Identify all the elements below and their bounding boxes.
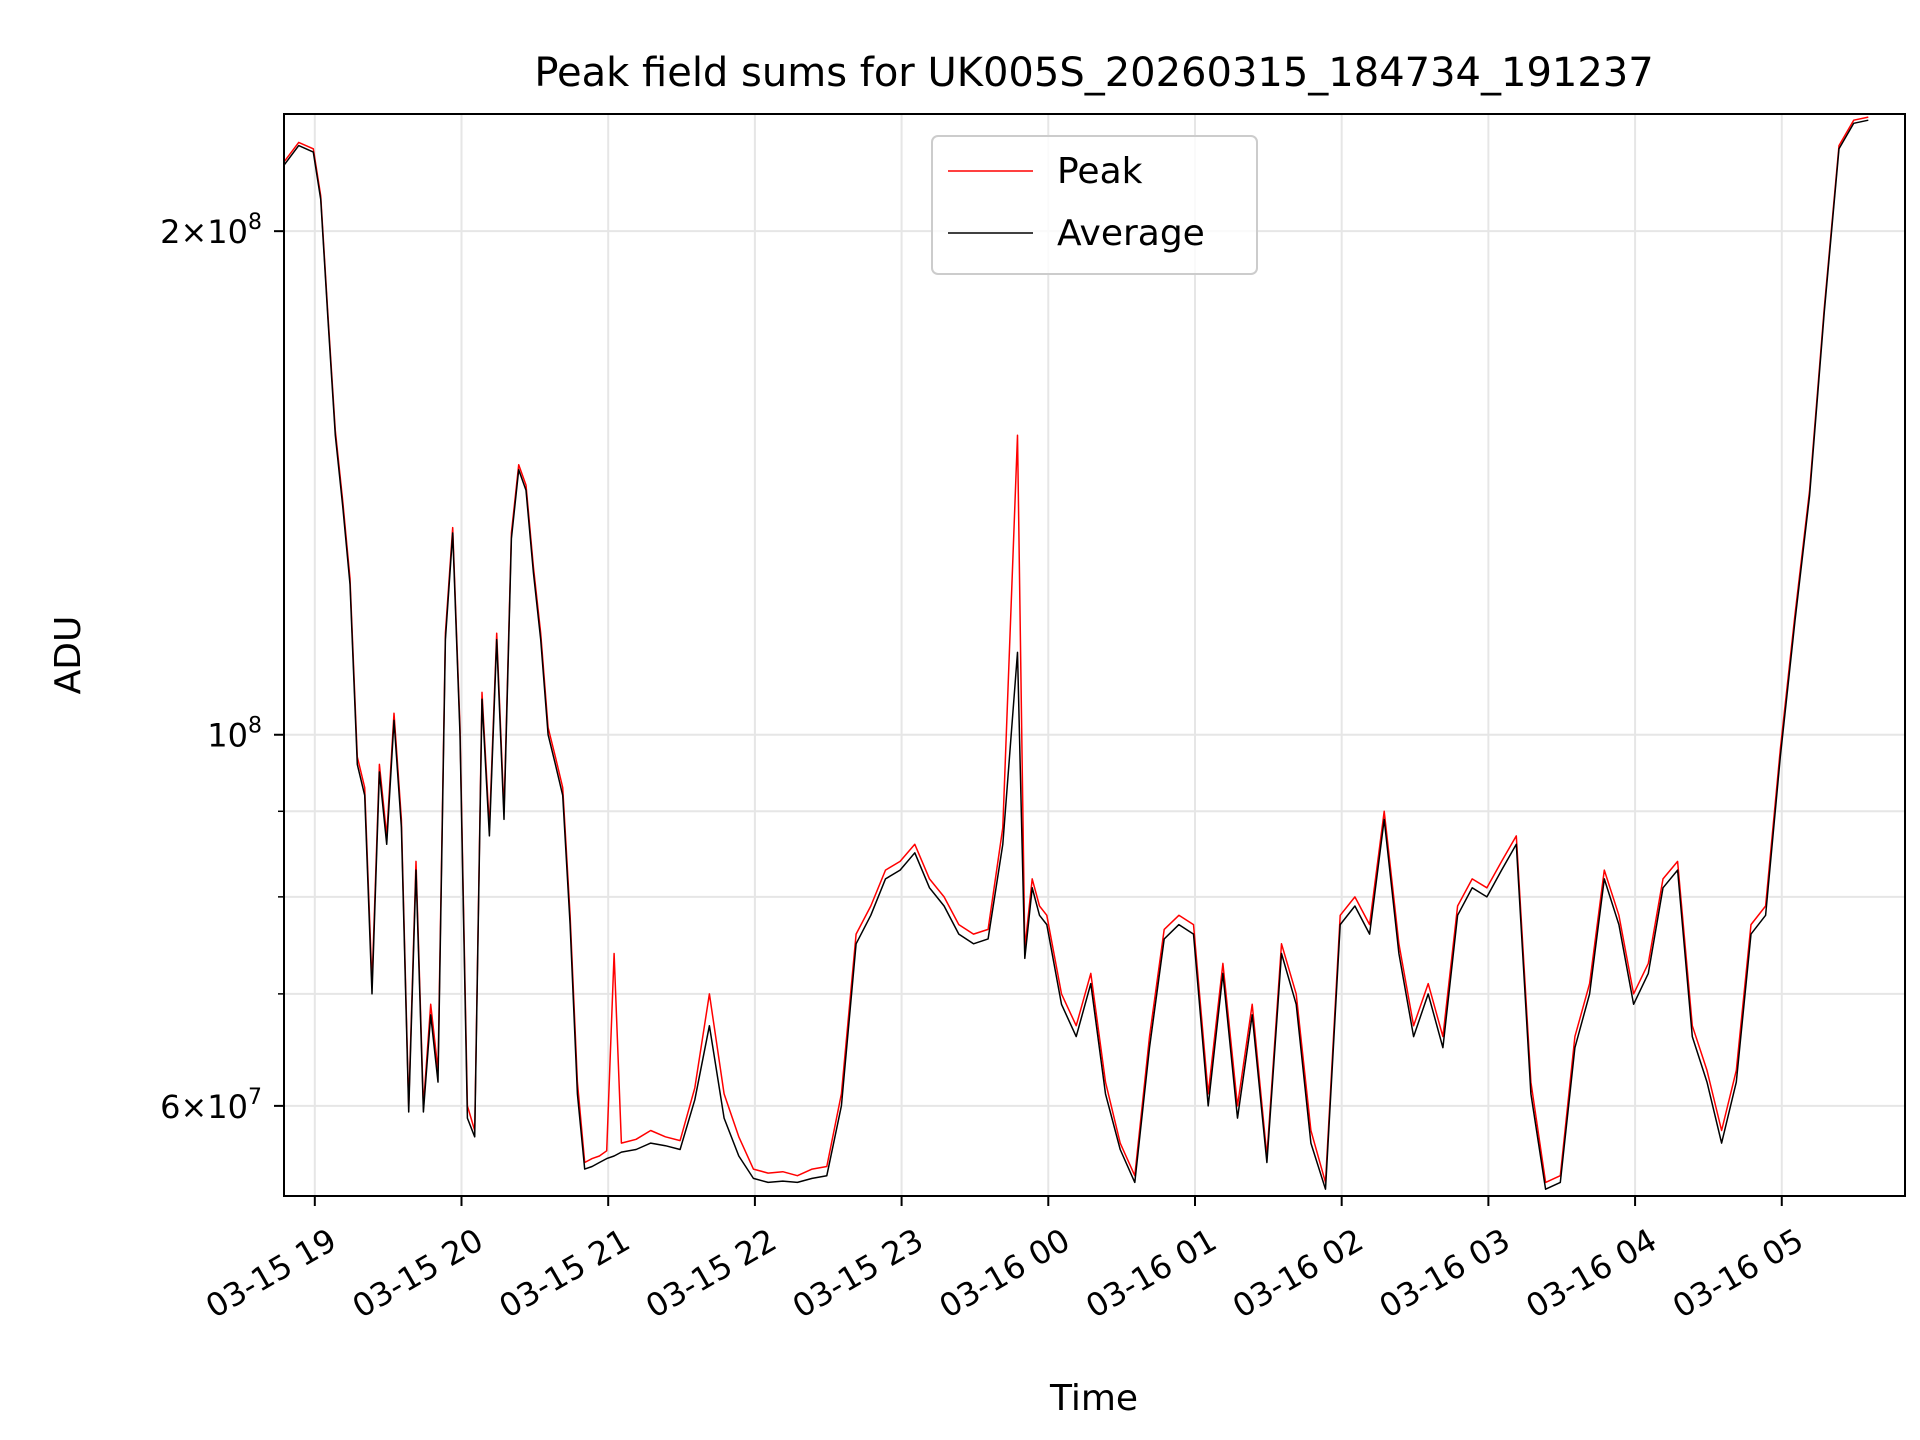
series-line-average	[283, 119, 1869, 1190]
y-tick-label-exponent: 7	[248, 1085, 262, 1110]
chart-title: Peak field sums for UK005S_20260315_1847…	[534, 50, 1653, 96]
y-tick-label: 108	[207, 714, 262, 755]
y-tick-label-exponent: 8	[248, 714, 262, 739]
y-tick-label: 6×107	[160, 1085, 262, 1126]
y-tick-label: 2×108	[160, 210, 262, 251]
axes-frame	[283, 113, 1906, 1197]
legend-label-average: Average	[1057, 213, 1205, 254]
series-lines	[283, 116, 1869, 1190]
y-tick-label-base: 2×10	[160, 213, 248, 251]
legend: Peak Average	[931, 135, 1258, 275]
legend-label-peak: Peak	[1057, 151, 1143, 192]
y-tick-label-exponent: 8	[248, 210, 262, 235]
y-tick-label-base: 6×10	[160, 1088, 248, 1126]
y-tick-label-base: 10	[207, 717, 248, 755]
y-axis-label: ADU	[48, 616, 89, 695]
plot-area	[284, 114, 1905, 1196]
x-axis-label: Time	[1049, 1378, 1138, 1419]
axes-border	[283, 113, 1906, 1197]
